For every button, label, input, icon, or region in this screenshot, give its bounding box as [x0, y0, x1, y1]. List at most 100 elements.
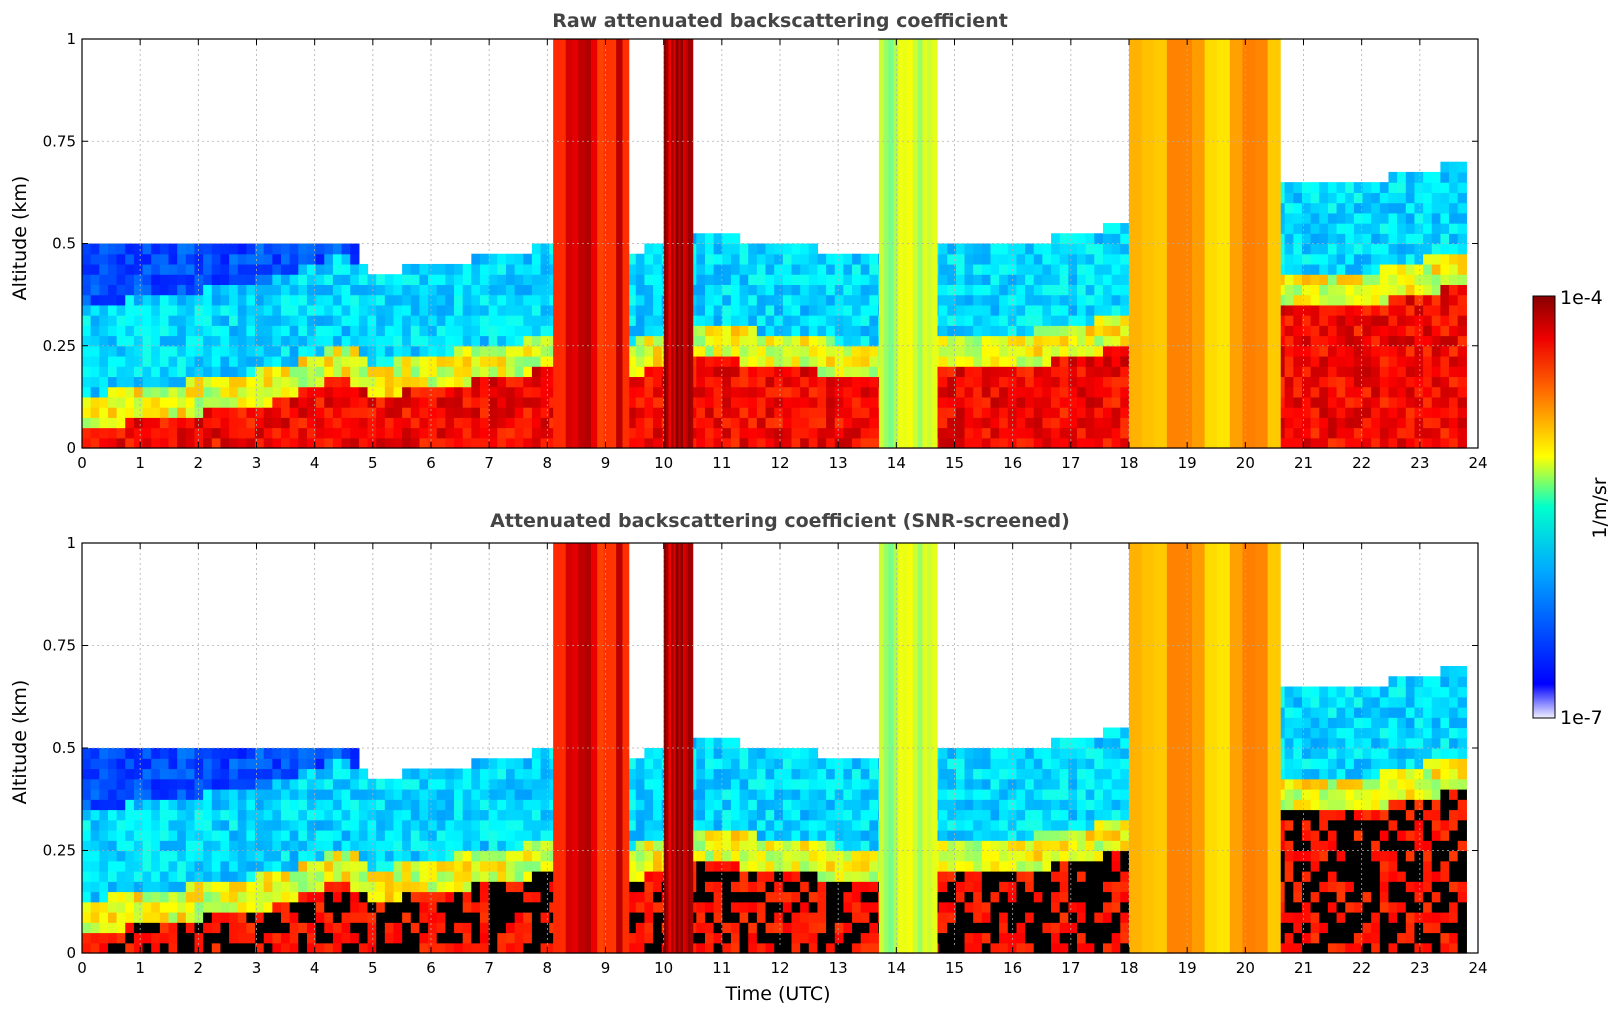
heatmap-cell — [410, 871, 421, 882]
heatmap-cell — [765, 294, 775, 306]
heatmap-cell — [523, 942, 533, 954]
heatmap-cell — [782, 386, 793, 398]
heatmap-cell — [99, 284, 109, 296]
heatmap-cell — [540, 345, 550, 357]
heatmap-cell — [237, 789, 247, 800]
heatmap-cell — [211, 417, 222, 429]
heatmap-cell — [350, 830, 360, 841]
heatmap-cell — [627, 758, 637, 770]
heatmap-cell — [1371, 304, 1381, 316]
heatmap-cell — [782, 355, 793, 367]
heatmap-cell — [990, 386, 1000, 398]
heatmap-cell — [281, 912, 291, 923]
heatmap-cell — [298, 850, 308, 862]
heatmap-cell — [168, 850, 178, 862]
heatmap-cell — [229, 315, 239, 326]
heatmap-cell — [722, 335, 732, 347]
heatmap-cell — [263, 901, 273, 913]
heatmap-cell — [177, 799, 187, 811]
heatmap-cell — [272, 901, 282, 913]
heatmap-cell — [246, 396, 256, 408]
heatmap-cell — [315, 284, 325, 296]
heatmap-cell — [1111, 263, 1121, 275]
heatmap-cell — [298, 355, 308, 367]
heatmap-cell — [791, 263, 801, 275]
heatmap-cell — [151, 396, 161, 408]
heatmap-cell — [1353, 263, 1364, 275]
gridlines — [82, 39, 1478, 448]
heatmap-cell — [185, 263, 196, 275]
heatmap-cell — [488, 819, 498, 831]
heatmap-cell — [938, 376, 948, 388]
heatmap-cell — [713, 778, 723, 790]
heatmap-cell — [1042, 386, 1052, 398]
heatmap-cell — [384, 386, 395, 398]
heatmap-cell — [852, 437, 862, 449]
heatmap-cell — [237, 427, 247, 439]
heatmap-cell — [704, 243, 715, 255]
heatmap-cell — [981, 243, 992, 255]
heatmap-cell — [350, 768, 360, 780]
heatmap-cell — [471, 912, 481, 923]
heatmap-cell — [82, 366, 92, 378]
heatmap-cell — [1293, 202, 1303, 214]
heatmap-cell — [125, 819, 135, 831]
heatmap-cell — [237, 778, 247, 790]
heatmap-cell — [653, 901, 663, 913]
heatmap-cell — [1301, 417, 1312, 429]
heatmap-cell — [471, 789, 481, 800]
heatmap-cell — [194, 366, 204, 378]
heatmap-cell — [220, 922, 230, 934]
heatmap-cell — [739, 274, 749, 285]
heatmap-band — [668, 39, 672, 448]
heatmap-cell — [1397, 396, 1407, 408]
heatmap-cell — [1440, 396, 1450, 408]
heatmap-cell — [125, 243, 135, 255]
heatmap-cell — [177, 376, 187, 388]
heatmap-cell — [505, 799, 516, 811]
heatmap-cell — [791, 396, 801, 408]
heatmap-cell — [1405, 345, 1416, 357]
heatmap-cell — [237, 325, 247, 337]
heatmap-cell — [410, 942, 421, 954]
heatmap-cell — [358, 345, 369, 357]
heatmap-cell — [808, 427, 819, 439]
heatmap-cell — [436, 263, 446, 275]
heatmap-cell — [826, 376, 836, 388]
heatmap-cell — [1284, 263, 1294, 275]
heatmap-cell — [255, 335, 265, 347]
heatmap-cell — [1120, 315, 1130, 326]
heatmap-cell — [1440, 192, 1450, 204]
heatmap-cell — [229, 437, 239, 449]
heatmap-cell — [350, 345, 360, 357]
heatmap-cell — [90, 840, 100, 852]
heatmap-cell — [151, 284, 161, 296]
heatmap-cell — [531, 922, 542, 934]
heatmap-cell — [704, 315, 715, 326]
heatmap-cell — [1379, 182, 1390, 193]
heatmap-cell — [653, 912, 663, 923]
heatmap-cell — [315, 830, 325, 841]
heatmap-cell — [540, 912, 550, 923]
heatmap-cell — [315, 850, 325, 862]
heatmap-cell — [635, 304, 645, 316]
heatmap-cell — [133, 901, 144, 913]
heatmap-cell — [445, 335, 455, 347]
heatmap-cell — [999, 294, 1009, 306]
heatmap-cell — [454, 366, 464, 378]
heatmap-cell — [376, 789, 386, 800]
heatmap-cell — [107, 748, 118, 759]
heatmap-cell — [1327, 182, 1338, 193]
heatmap-cell — [964, 294, 974, 306]
heatmap-cell — [938, 243, 948, 255]
heatmap-cell — [142, 366, 152, 378]
heatmap-cell — [419, 304, 429, 316]
heatmap-cell — [436, 325, 446, 337]
heatmap-cell — [220, 437, 230, 449]
heatmap-cell — [981, 335, 992, 347]
heatmap-cell — [497, 768, 507, 780]
heatmap-cell — [523, 407, 533, 418]
heatmap-cell — [869, 253, 879, 265]
heatmap-cell — [393, 778, 403, 790]
heatmap-cell — [1310, 396, 1320, 408]
